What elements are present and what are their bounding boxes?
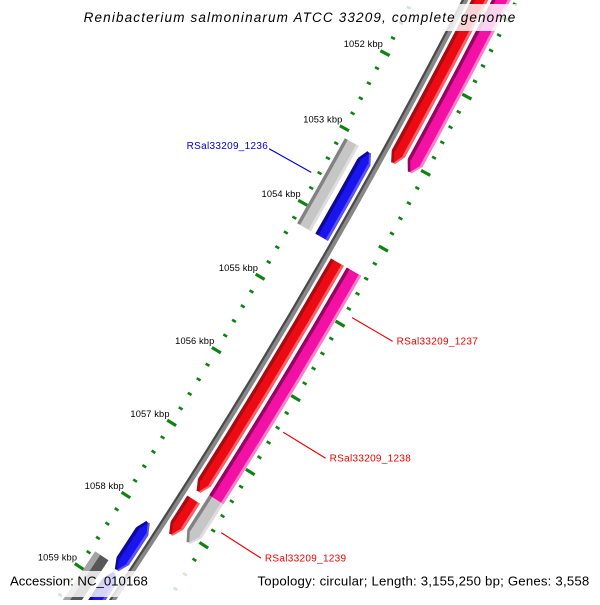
svg-text:Renibacterium salmoninarum ATC: Renibacterium salmoninarum ATCC 33209, c…: [84, 10, 517, 25]
svg-text:Accession: NC_010168: Accession: NC_010168: [10, 574, 148, 589]
svg-text:1057 kbp: 1057 kbp: [130, 409, 169, 419]
svg-text:1055 kbp: 1055 kbp: [219, 263, 258, 273]
svg-text:RSal33209_1239: RSal33209_1239: [265, 553, 347, 564]
svg-text:RSal33209_1238: RSal33209_1238: [330, 453, 412, 464]
svg-text:1056 kbp: 1056 kbp: [175, 336, 214, 346]
svg-text:1054 kbp: 1054 kbp: [262, 189, 301, 199]
svg-text:1058 kbp: 1058 kbp: [85, 481, 124, 491]
svg-text:RSal33209_1237: RSal33209_1237: [397, 337, 479, 348]
svg-text:1059 kbp: 1059 kbp: [38, 552, 77, 562]
svg-text:1052 kbp: 1052 kbp: [344, 39, 383, 49]
svg-text:RSal33209_1236: RSal33209_1236: [187, 141, 269, 152]
svg-text:Topology: circular; Length: 3,: Topology: circular; Length: 3,155,250 bp…: [258, 574, 590, 589]
svg-text:1053 kbp: 1053 kbp: [303, 114, 342, 124]
